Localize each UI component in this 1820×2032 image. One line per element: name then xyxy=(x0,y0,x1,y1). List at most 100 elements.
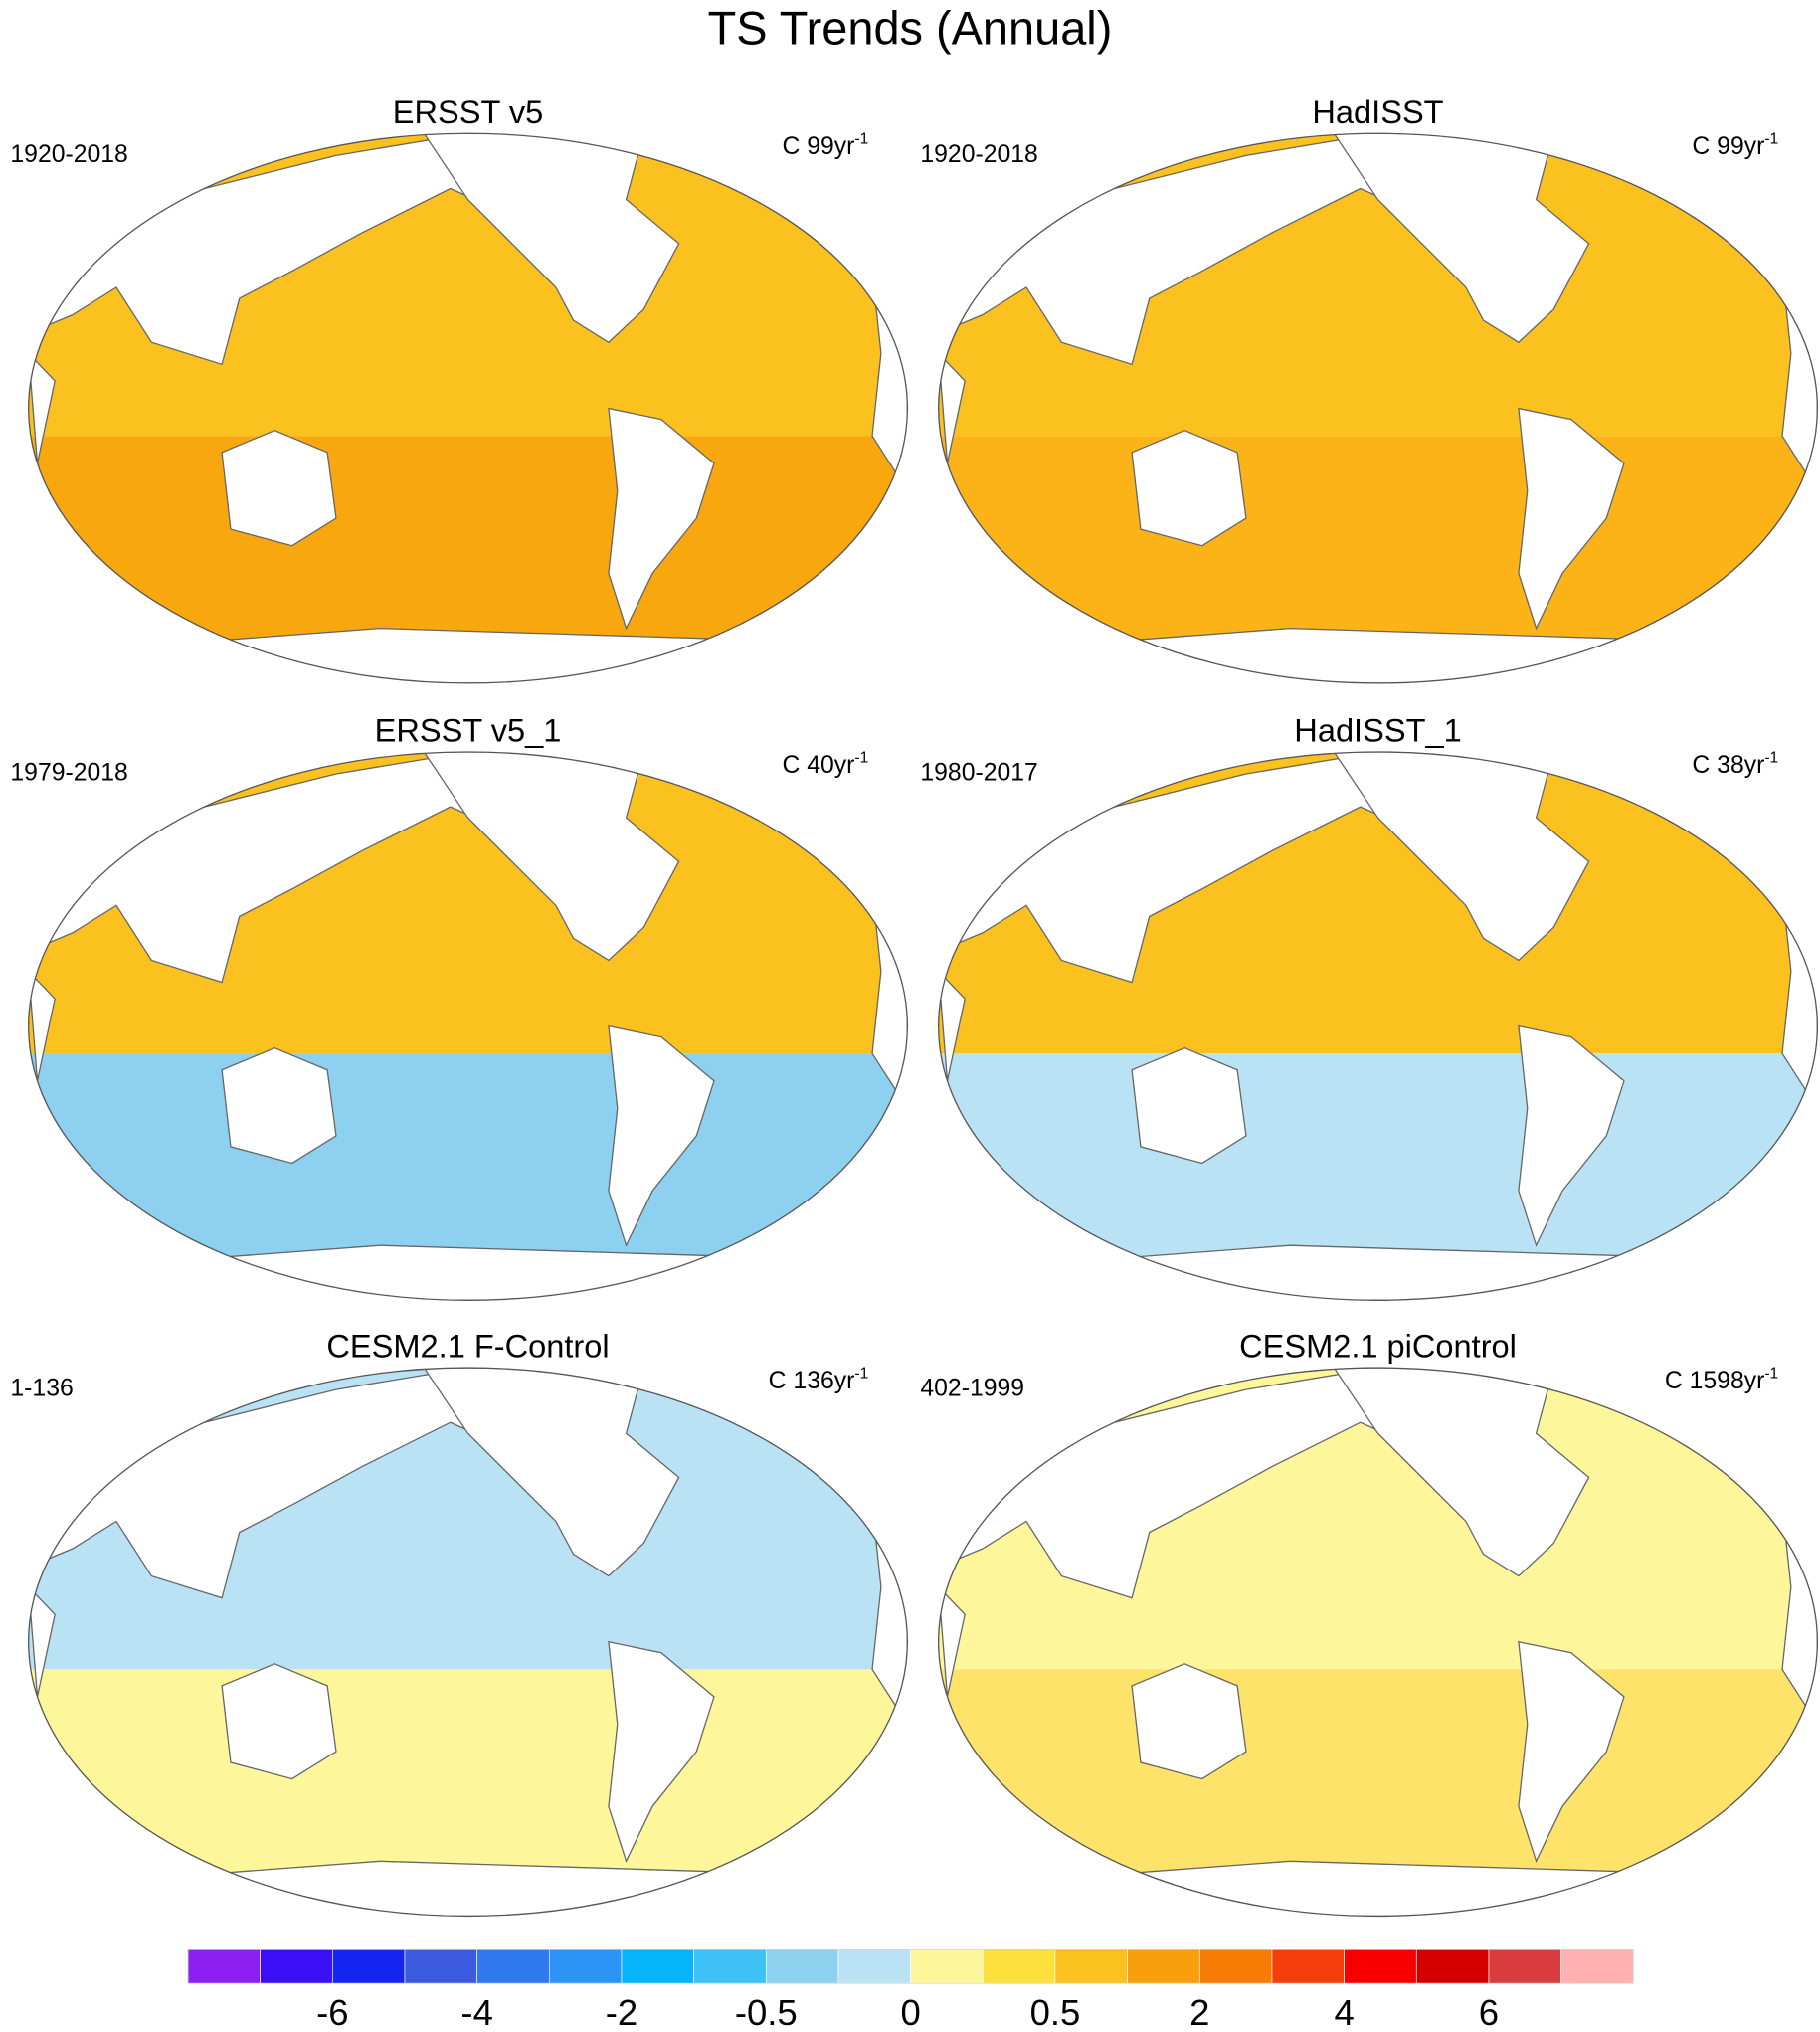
units-text: C 99yr xyxy=(1692,133,1764,160)
colorbar-box xyxy=(1344,1948,1417,1984)
land xyxy=(423,133,680,344)
colorbar-box xyxy=(1198,1948,1273,1984)
colorbar-box xyxy=(548,1948,623,1984)
colorbar-box xyxy=(982,1948,1056,1984)
colorbar: -6 -4 -2 -0.5 0 0.5 2 4 6 xyxy=(187,1948,1634,2032)
units-sup: -1 xyxy=(1764,749,1778,766)
land xyxy=(28,969,56,1081)
map-panel: HadISST 1920-2018 C 99yr-1 xyxy=(920,94,1819,684)
colorbar-box xyxy=(1271,1948,1345,1984)
map-fill xyxy=(28,1368,908,1917)
map-border xyxy=(28,132,909,684)
map-border xyxy=(28,1367,909,1918)
map-fill xyxy=(938,133,1818,683)
colorbar-label: -4 xyxy=(460,1992,492,2032)
colorbar-label: 2 xyxy=(1189,1992,1209,2032)
colorbar-label: 0 xyxy=(900,1992,920,2032)
land xyxy=(221,1663,337,1780)
units-sup: -1 xyxy=(854,1366,868,1383)
map-border xyxy=(938,132,1819,684)
colorbar-box xyxy=(1054,1948,1128,1984)
map-border xyxy=(938,1367,1819,1918)
colorbar-box xyxy=(837,1948,911,1984)
colorbar-box xyxy=(1415,1948,1490,1984)
panel-title: HadISST xyxy=(1312,94,1443,130)
period-label: 1979-2018 xyxy=(10,760,127,787)
units-sup: -1 xyxy=(854,749,868,766)
map-panel: CESM2.1 F-Control 1-136 C 136yr-1 xyxy=(10,1329,909,1918)
units-text: C 136yr xyxy=(769,1368,855,1394)
map-border xyxy=(938,751,1819,1301)
land xyxy=(608,1024,715,1247)
colorbar-box xyxy=(693,1948,767,1984)
land xyxy=(44,133,575,366)
units-sup: -1 xyxy=(854,131,868,148)
figure-title: TS Trends (Annual) xyxy=(708,2,1113,54)
land xyxy=(1131,429,1247,547)
map-panel: HadISST_1 1980-2017 C 38yr-1 xyxy=(920,713,1819,1301)
colorbar-label: 4 xyxy=(1334,1992,1354,2032)
colorbar-box xyxy=(260,1948,333,1984)
colorbar-label: -6 xyxy=(316,1992,348,2032)
land xyxy=(608,407,715,631)
period-label: 1980-2017 xyxy=(920,760,1037,787)
land xyxy=(1518,1024,1625,1247)
units-text: C 38yr xyxy=(1692,752,1764,779)
land xyxy=(608,1640,715,1864)
colorbar-frame xyxy=(187,1948,1634,1984)
land xyxy=(1131,1663,1247,1780)
land xyxy=(423,1368,680,1577)
land xyxy=(1333,1368,1590,1577)
units-label: C 38yr-1 xyxy=(1692,749,1778,778)
colorbar-box xyxy=(187,1948,261,1984)
land xyxy=(938,969,966,1081)
map-fill xyxy=(938,1368,1818,1917)
units-sup: -1 xyxy=(1764,131,1778,148)
colorbar-box xyxy=(476,1948,550,1984)
land xyxy=(954,751,1485,984)
land xyxy=(1518,1640,1625,1864)
colorbar-label: -0.5 xyxy=(735,1992,798,2032)
period-label: 1-136 xyxy=(10,1376,73,1402)
map-fill xyxy=(28,751,908,1301)
period-label: 1920-2018 xyxy=(920,141,1037,168)
colorbar-box xyxy=(1127,1948,1200,1984)
units-sup: -1 xyxy=(1764,1366,1778,1383)
units-label: C 99yr-1 xyxy=(782,131,868,160)
land xyxy=(44,1368,575,1599)
land xyxy=(1333,751,1590,962)
land xyxy=(938,351,966,463)
period-label: 402-1999 xyxy=(920,1376,1024,1402)
units-label: C 40yr-1 xyxy=(782,749,868,778)
colorbar-box xyxy=(621,1948,694,1984)
units-label: C 99yr-1 xyxy=(1692,131,1778,160)
land xyxy=(1131,1046,1247,1165)
land xyxy=(423,751,680,962)
map-fill xyxy=(938,751,1818,1301)
units-text: C 40yr xyxy=(782,752,854,779)
map-border xyxy=(28,751,909,1301)
units-label: C 1598yr-1 xyxy=(1665,1366,1778,1394)
panel-title: CESM2.1 F-Control xyxy=(326,1329,609,1365)
period-label: 1920-2018 xyxy=(10,141,127,168)
units-text: C 99yr xyxy=(782,133,854,160)
colorbar-label: -2 xyxy=(606,1992,637,2032)
colorbar-label: 6 xyxy=(1479,1992,1499,2032)
land xyxy=(1518,407,1625,631)
colorbar-box xyxy=(331,1948,406,1984)
colorbar-box xyxy=(910,1948,984,1984)
land xyxy=(28,351,56,463)
land xyxy=(28,1584,56,1698)
colorbar-label: 0.5 xyxy=(1030,1992,1081,2032)
map-fill xyxy=(28,133,908,683)
map-panel: CESM2.1 piControl 402-1999 C 1598yr-1 xyxy=(920,1329,1819,1918)
colorbar-box xyxy=(1560,1948,1634,1984)
panel-title: ERSST v5 xyxy=(393,94,544,130)
land xyxy=(954,1368,1485,1599)
land xyxy=(221,1046,337,1165)
land xyxy=(938,1584,966,1698)
colorbar-box xyxy=(404,1948,477,1984)
panel-title: HadISST_1 xyxy=(1294,713,1461,749)
land xyxy=(44,751,575,984)
